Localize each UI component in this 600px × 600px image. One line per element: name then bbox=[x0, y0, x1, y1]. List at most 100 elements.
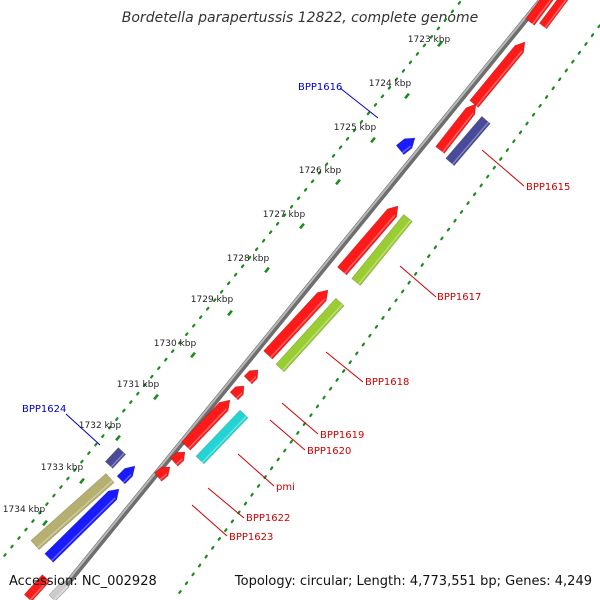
minor-tick bbox=[328, 386, 333, 391]
minor-tick bbox=[394, 298, 398, 303]
minor-tick bbox=[571, 59, 575, 64]
genome-summary-label: Topology: circular; Length: 4,773,551 bp… bbox=[234, 574, 592, 589]
minor-tick bbox=[381, 316, 385, 320]
gene-label-forward[interactable]: BPP1616 bbox=[298, 82, 342, 93]
gene-feature-bevel bbox=[442, 112, 474, 153]
minor-tick bbox=[420, 263, 424, 267]
minor-tick bbox=[296, 430, 300, 435]
minor-tick bbox=[211, 545, 215, 550]
gene-feature-bevel bbox=[201, 415, 247, 463]
gene-feature bbox=[275, 297, 345, 373]
gene-label-reverse[interactable]: BPP1619 bbox=[320, 430, 364, 441]
minor-tick bbox=[317, 170, 322, 175]
gene-label-reverse[interactable]: BPP1617 bbox=[437, 292, 481, 303]
minor-tick bbox=[577, 50, 582, 55]
minor-tick bbox=[492, 165, 496, 170]
minor-tick bbox=[324, 162, 329, 167]
gene-feature bbox=[181, 399, 231, 451]
minor-tick bbox=[366, 111, 371, 116]
minor-tick bbox=[348, 360, 352, 365]
minor-tick bbox=[512, 139, 516, 144]
minor-tick bbox=[184, 581, 189, 586]
gene-feature-bevel bbox=[51, 497, 116, 562]
minor-tick bbox=[224, 528, 228, 533]
minor-tick bbox=[525, 121, 529, 126]
minor-tick bbox=[226, 281, 231, 286]
gene-feature-bevel bbox=[281, 303, 343, 371]
gene-feature bbox=[23, 574, 51, 600]
minor-tick bbox=[240, 264, 245, 269]
gene-feature-bevel bbox=[451, 121, 490, 165]
major-tick bbox=[79, 477, 85, 485]
minor-tick bbox=[309, 413, 313, 418]
minor-tick bbox=[345, 136, 350, 141]
leader-line bbox=[281, 402, 319, 435]
minor-tick bbox=[338, 145, 343, 150]
gene-feature bbox=[48, 580, 70, 600]
minor-tick bbox=[597, 24, 600, 29]
minor-tick bbox=[499, 156, 503, 161]
gene-feature-bevel bbox=[532, 0, 552, 25]
major-tick bbox=[264, 266, 270, 274]
minor-tick bbox=[361, 342, 366, 347]
minor-tick bbox=[191, 323, 196, 328]
minor-tick bbox=[129, 400, 133, 404]
gene-feature bbox=[525, 0, 554, 26]
minor-tick bbox=[282, 213, 287, 218]
gene-feature bbox=[229, 385, 245, 401]
minor-tick bbox=[531, 112, 536, 117]
gene-feature-bevel bbox=[401, 145, 411, 154]
gene-label-reverse[interactable]: BPP1620 bbox=[307, 446, 351, 457]
minor-tick bbox=[433, 245, 438, 250]
minor-tick bbox=[415, 52, 420, 56]
minor-tick bbox=[564, 68, 568, 73]
gene-feature bbox=[337, 205, 399, 276]
backbone-line bbox=[59, 0, 546, 592]
gene-feature-bevel bbox=[29, 579, 49, 600]
gene-label-reverse[interactable]: BPP1615 bbox=[526, 182, 570, 193]
gene-label-forward[interactable]: BPP1624 bbox=[22, 404, 66, 415]
minor-tick bbox=[422, 43, 427, 48]
major-tick bbox=[153, 393, 159, 401]
scale-label: 1734 kbp bbox=[3, 505, 46, 515]
minor-tick bbox=[254, 247, 259, 252]
minor-tick bbox=[401, 69, 406, 73]
minor-tick bbox=[289, 439, 294, 444]
scale-label: 1724 kbp bbox=[369, 79, 412, 89]
major-tick bbox=[437, 40, 443, 48]
gene-feature-bevel bbox=[188, 408, 227, 449]
minor-tick bbox=[212, 298, 217, 303]
gene-label-reverse[interactable]: pmi bbox=[276, 482, 295, 493]
minor-tick bbox=[150, 374, 154, 379]
minor-tick bbox=[283, 448, 287, 453]
minor-tick bbox=[335, 377, 339, 382]
minor-tick bbox=[80, 459, 84, 464]
gene-label-reverse[interactable]: BPP1623 bbox=[229, 532, 273, 543]
minor-tick bbox=[198, 315, 203, 320]
major-tick bbox=[42, 519, 48, 527]
outer-tick-track bbox=[3, 1, 462, 557]
minor-tick bbox=[217, 537, 221, 541]
minor-tick bbox=[394, 77, 399, 82]
minor-tick bbox=[387, 307, 392, 312]
gene-label-reverse[interactable]: BPP1618 bbox=[365, 377, 409, 388]
minor-tick bbox=[322, 395, 326, 400]
minor-tick bbox=[427, 254, 431, 259]
leader-line bbox=[191, 504, 228, 537]
minor-tick bbox=[387, 85, 392, 90]
minor-tick bbox=[368, 333, 372, 338]
minor-tick bbox=[459, 210, 464, 214]
minor-tick bbox=[3, 553, 7, 557]
label-leader-lines bbox=[65, 87, 525, 537]
minor-tick bbox=[261, 238, 266, 243]
minor-tick bbox=[443, 18, 448, 22]
scale-labels: 1723 kbp 1724 kbp 1725 kbp 1726 kbp 1727… bbox=[3, 35, 451, 515]
scale-label: 1729 kbp bbox=[191, 295, 234, 305]
minor-tick bbox=[157, 366, 161, 371]
gene-label-reverse[interactable]: BPP1622 bbox=[246, 513, 290, 524]
leader-line bbox=[65, 413, 101, 446]
inner-tick-track bbox=[178, 24, 600, 594]
gene-feature-bevel bbox=[358, 219, 412, 285]
gene-feature bbox=[351, 214, 413, 286]
